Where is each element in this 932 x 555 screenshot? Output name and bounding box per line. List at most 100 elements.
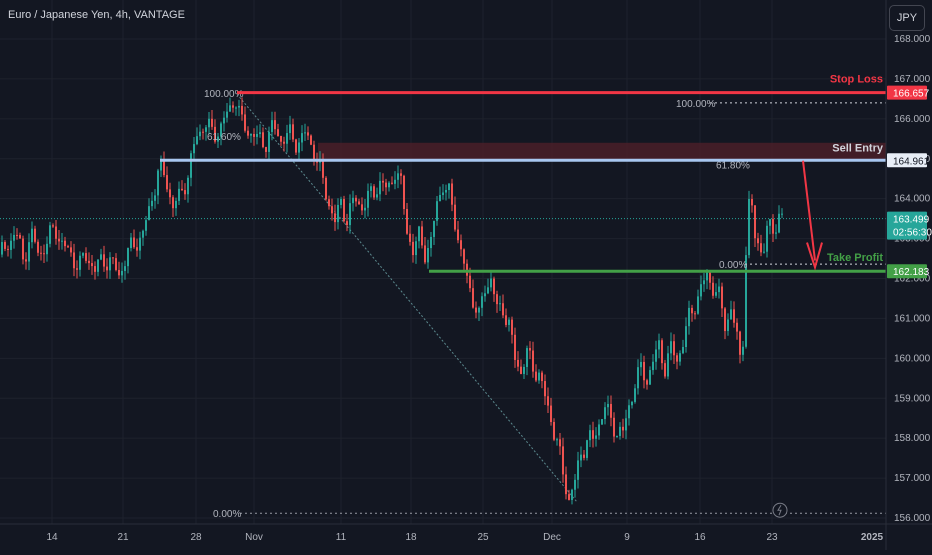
take-profit-price-tag-bg [887,264,927,279]
candle-body [205,127,207,132]
candle-body [748,198,750,256]
candle-body [196,136,198,145]
candle-body [280,135,282,142]
candle-body [238,105,240,108]
current-price-tag-bg [887,211,927,240]
candle-body [388,182,390,188]
candle-body [40,252,42,254]
candle-body [379,180,381,195]
sell-entry-label: Sell Entry [832,142,884,154]
candle-body [85,253,87,261]
candle-body [160,159,162,171]
candle-body [673,341,675,356]
candle-body [106,266,108,271]
candle-body [775,232,777,234]
sell-entry-price-tag: 164.961 [893,156,930,167]
candle-body [448,183,450,190]
candle-body [220,123,222,137]
candle-body [199,131,201,137]
candle-body [37,241,39,253]
fib-right-mid-label: 61.80% [716,161,750,172]
candle-body [754,205,756,239]
candle-body [118,269,120,276]
currency-button[interactable]: JPY [889,5,925,31]
candle-body [67,246,69,248]
candle-body [409,233,411,242]
x-tick-label: 25 [477,532,489,543]
candle-body [538,372,540,381]
candle-body [508,319,510,325]
candle-body [550,405,552,423]
candle-body [301,133,303,143]
candle-body [592,430,594,439]
candle-body [487,287,489,294]
candle-body [580,454,582,461]
x-tick-label: 23 [766,532,778,543]
candle-body [355,197,357,202]
candle-body [226,111,228,118]
candle-body [622,426,624,431]
candle-body [415,241,417,256]
candle-body [124,266,126,271]
x-tick-label: Dec [543,532,561,543]
candle-body [22,238,24,260]
candle-body [340,199,342,205]
candle-body [250,133,252,136]
candle-body [484,293,486,297]
candle-body [193,144,195,154]
y-tick-label: 161.000 [894,313,931,324]
y-tick-label: 162.000 [894,274,931,285]
current-price-tag-countdown: 02:56:30 [893,228,932,239]
candle-body [670,341,672,354]
candle-body [310,135,312,145]
candle-body [607,403,609,408]
candle-body [94,266,96,272]
candle-body [385,182,387,188]
y-tick-label: 160.000 [894,353,931,364]
candle-body [463,249,465,264]
candle-body [190,153,192,178]
candle-body [349,203,351,226]
chart-title: Euro / Japanese Yen, 4h, VANTAGE [8,9,185,21]
candle-body [472,288,474,308]
candle-body [178,188,180,201]
candle-body [544,381,546,397]
sell-arrow-shaft [802,160,816,261]
candle-body [691,307,693,314]
candle-body [655,349,657,362]
candle-body [676,355,678,362]
candle-body [169,189,171,198]
candle-body [718,286,720,293]
candle-body [139,237,141,251]
candle-body [370,186,372,191]
candle-body [34,228,36,242]
candle-body [733,309,735,323]
candle-body [517,359,519,367]
candle-body [235,107,237,109]
fib-trend-line [236,93,578,503]
stop-loss-price-tag: 166.657 [893,89,930,100]
candle-body [457,229,459,241]
candle-body [277,129,279,136]
candle-body [520,366,522,374]
candle-body [574,479,576,490]
candle-body [112,257,114,259]
candle-body [394,179,396,184]
candle-body [121,270,123,276]
candle-body [10,240,12,250]
candle-body [187,177,189,195]
candle-body [478,307,480,313]
candle-body [307,132,309,136]
fib-right-bottom-label: 0.00% [719,260,747,271]
x-tick-label: Nov [245,532,263,543]
candle-body [475,307,477,313]
candle-body [292,124,294,140]
candle-body [427,248,429,263]
candle-body [403,175,405,210]
candle-body [652,361,654,371]
candle-body [376,194,378,198]
candle-body [157,170,159,196]
candle-body [274,120,276,130]
